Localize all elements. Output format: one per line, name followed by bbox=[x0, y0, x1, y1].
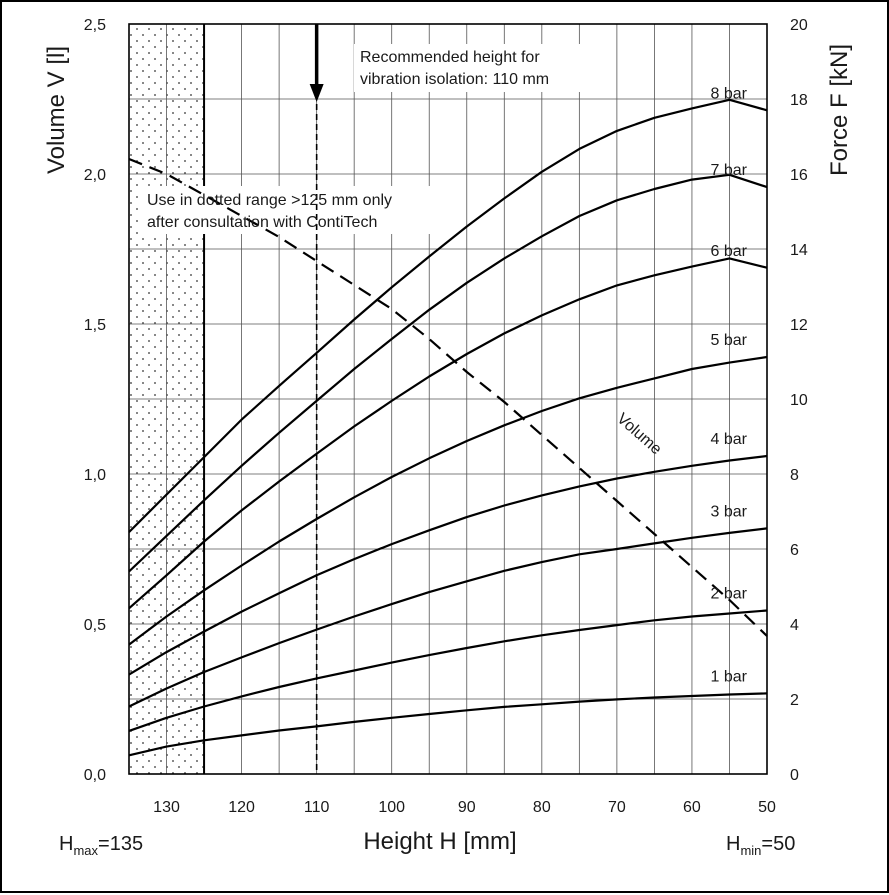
h-min-label: Hmin=50 bbox=[726, 833, 795, 858]
series-label-8-bar: 8 bar bbox=[711, 85, 748, 102]
series-line-2-bar bbox=[128, 609, 768, 732]
series-line-7-bar bbox=[128, 173, 768, 573]
y-left-tick-label: 1,0 bbox=[84, 467, 106, 484]
y-left-tick-label: 1,5 bbox=[84, 317, 106, 334]
series-line-1-bar bbox=[128, 692, 768, 757]
chart-marks: 1 bar 2 bar 3 bar 4 bar 5 bar 6 bar 7 bar 8 bar… bbox=[84, 17, 808, 816]
x-tick-label: 80 bbox=[533, 799, 551, 816]
recommended-note-background bbox=[354, 44, 594, 92]
y-right-tick-label: 2 bbox=[790, 692, 799, 709]
x-axis-title: Height H [mm] bbox=[363, 828, 516, 855]
x-tick-label: 90 bbox=[458, 799, 476, 816]
series-label-7-bar: 7 bar bbox=[711, 162, 748, 179]
y-right-tick-label: 14 bbox=[790, 242, 808, 259]
y-left-tick-label: 2,0 bbox=[84, 167, 106, 184]
series-label-6-bar: 6 bar bbox=[711, 243, 748, 260]
series-line-6-bar bbox=[128, 257, 768, 610]
x-tick-label: 120 bbox=[228, 799, 255, 816]
dotted-note-background bbox=[140, 186, 448, 234]
series-label-1-bar: 1 bar bbox=[711, 668, 748, 685]
y-right-tick-label: 10 bbox=[790, 392, 808, 409]
x-tick-label: 100 bbox=[378, 799, 405, 816]
series-line-3-bar bbox=[128, 527, 768, 708]
x-tick-label: 60 bbox=[683, 799, 701, 816]
series-label-4-bar: 4 bar bbox=[711, 431, 748, 448]
dotted-range-note-line2: after consultation with ContiTech bbox=[147, 214, 377, 231]
y-axis-right-title: Force F [kN] bbox=[826, 44, 853, 176]
y-left-tick-label: 0,0 bbox=[84, 767, 106, 784]
dotted-range-note-line1: Use in dotted range >125 mm only bbox=[147, 192, 392, 209]
recommended-height-note-line2: vibration isolation: 110 mm bbox=[360, 71, 549, 88]
y-right-tick-label: 18 bbox=[790, 92, 808, 109]
h-max-label: Hmax=135 bbox=[59, 833, 143, 858]
y-right-tick-label: 20 bbox=[790, 17, 808, 34]
y-right-tick-label: 16 bbox=[790, 167, 808, 184]
series-line-5-bar bbox=[128, 355, 768, 646]
x-tick-label: 130 bbox=[153, 799, 180, 816]
y-right-tick-label: 8 bbox=[790, 467, 799, 484]
plot-area-border bbox=[128, 23, 768, 775]
series-label-2-bar: 2 bar bbox=[711, 586, 748, 603]
series-label-5-bar: 5 bar bbox=[711, 332, 748, 349]
series-line-4-bar bbox=[128, 454, 768, 676]
y-right-tick-label: 4 bbox=[790, 617, 799, 634]
series-line-8-bar bbox=[128, 98, 768, 533]
y-left-tick-label: 0,5 bbox=[84, 617, 106, 634]
y-left-tick-label: 2,5 bbox=[84, 17, 106, 34]
series-label-volume: Volume bbox=[613, 410, 664, 458]
x-tick-label: 50 bbox=[758, 799, 776, 816]
y-right-tick-label: 0 bbox=[790, 767, 799, 784]
grid-lines bbox=[128, 23, 768, 775]
y-right-tick-label: 12 bbox=[790, 317, 808, 334]
x-tick-label: 110 bbox=[304, 799, 330, 816]
series-line-volume bbox=[128, 157, 768, 637]
recommended-height-note-line1: Recommended height for bbox=[360, 49, 540, 66]
y-right-tick-label: 6 bbox=[790, 542, 799, 559]
series-label-3-bar: 3 bar bbox=[711, 503, 748, 520]
y-axis-left-title: Volume V [l] bbox=[43, 46, 70, 174]
recommended-height-arrow-head bbox=[309, 84, 324, 102]
x-tick-label: 70 bbox=[608, 799, 626, 816]
